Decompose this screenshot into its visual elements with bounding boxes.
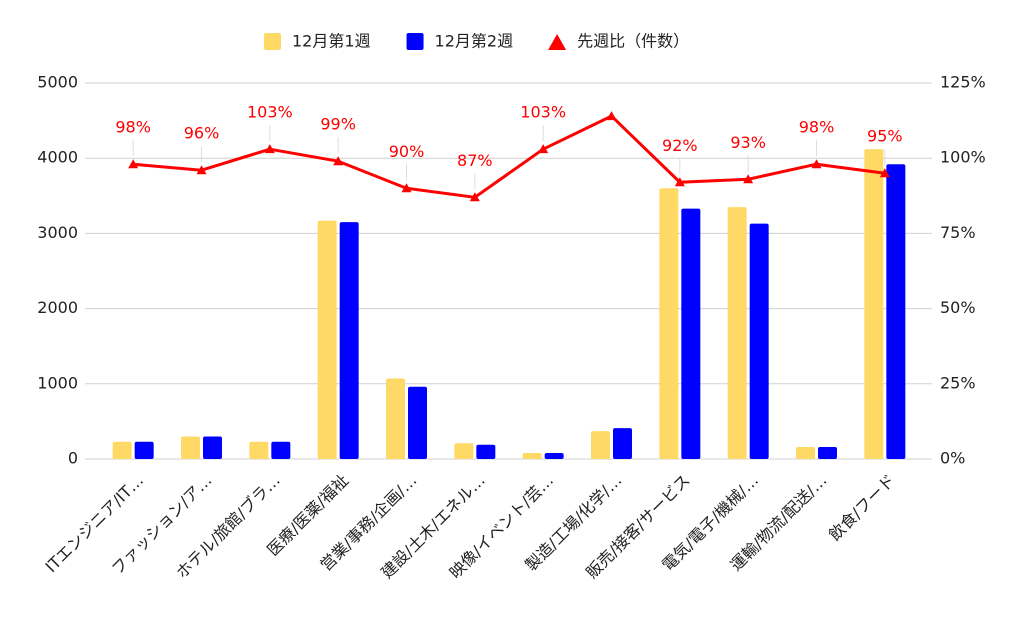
bar	[864, 149, 884, 459]
line-marker	[196, 165, 207, 175]
bar	[522, 452, 542, 459]
bar	[727, 207, 747, 459]
legend-marker	[548, 34, 567, 50]
bar	[181, 436, 200, 459]
bar	[249, 441, 269, 459]
bar	[317, 220, 337, 459]
legend: 12月第1週 12月第2週 先週比（件数）	[264, 32, 689, 51]
y2-tick-label: 100%	[940, 148, 986, 167]
bar	[749, 223, 769, 459]
bar	[454, 443, 474, 459]
bar	[591, 431, 610, 459]
y2-tick-label: 50%	[940, 298, 976, 317]
bar	[886, 164, 906, 459]
data-label: 93%	[730, 133, 766, 152]
y-tick-label: 3000	[37, 223, 78, 242]
y2-tick-label: 0%	[940, 449, 965, 468]
data-label: 90%	[389, 142, 425, 161]
line-marker	[674, 177, 685, 187]
line-marker	[333, 156, 344, 166]
bar	[386, 378, 405, 459]
line	[133, 114, 886, 199]
bar	[544, 452, 564, 459]
line-marker	[538, 144, 549, 154]
legend-label: 12月第1週	[292, 32, 371, 51]
bar	[613, 428, 632, 459]
line-marker	[401, 183, 412, 193]
bar	[134, 441, 154, 459]
legend-label: 12月第2週	[435, 32, 514, 51]
bar	[476, 444, 496, 459]
bar	[112, 441, 132, 459]
data-label: 99%	[320, 115, 356, 134]
legend-marker	[264, 33, 281, 50]
bar	[203, 436, 222, 459]
line-marker	[811, 159, 822, 169]
line-marker	[606, 111, 617, 121]
data-label: 98%	[115, 118, 151, 137]
bar	[271, 441, 291, 459]
y2-tick-label: 75%	[940, 223, 976, 242]
bar	[408, 386, 427, 459]
y2-tick-label: 25%	[940, 373, 976, 392]
data-label: 103%	[247, 103, 293, 122]
bar	[796, 446, 815, 459]
line-marker	[264, 144, 275, 154]
x-tick-label: 飲食/フード	[825, 471, 899, 545]
data-label: 95%	[867, 127, 903, 146]
y-tick-label: 5000	[37, 73, 78, 92]
y-tick-label: 2000	[37, 298, 78, 317]
y-tick-label: 1000	[37, 373, 78, 392]
legend-marker	[406, 33, 424, 50]
line-marker	[469, 192, 480, 202]
y2-tick-label: 125%	[940, 73, 986, 92]
line-marker	[128, 159, 139, 169]
data-label: 92%	[662, 136, 698, 155]
data-label: 103%	[520, 103, 566, 122]
bar	[681, 208, 701, 459]
line-marker	[743, 174, 754, 184]
legend-label: 先週比（件数）	[577, 32, 689, 51]
y-tick-label: 0	[68, 449, 78, 468]
bar	[818, 446, 837, 459]
data-label: 96%	[184, 124, 220, 143]
bar	[339, 222, 359, 459]
y-tick-label: 4000	[37, 148, 78, 167]
bar	[659, 188, 679, 459]
line-marker	[879, 168, 890, 178]
data-label: 98%	[799, 118, 835, 137]
data-label: 87%	[457, 151, 493, 170]
